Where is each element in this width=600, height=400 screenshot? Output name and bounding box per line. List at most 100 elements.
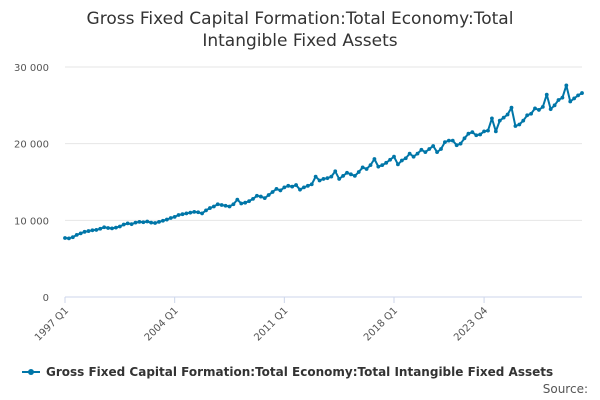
data-point bbox=[415, 151, 420, 156]
data-point bbox=[325, 176, 330, 181]
data-point bbox=[294, 183, 298, 187]
data-point bbox=[90, 228, 95, 233]
data-point bbox=[372, 157, 377, 161]
data-point bbox=[247, 199, 251, 204]
data-point bbox=[329, 174, 334, 179]
data-point bbox=[454, 143, 459, 148]
data-point bbox=[525, 113, 530, 118]
data-point bbox=[192, 210, 197, 214]
data-point bbox=[399, 158, 404, 163]
data-point bbox=[129, 222, 134, 227]
data-point bbox=[349, 172, 353, 177]
legend[interactable]: Gross Fixed Capital Formation:Total Econ… bbox=[22, 362, 553, 382]
data-point bbox=[384, 160, 389, 165]
data-point bbox=[458, 141, 463, 146]
data-point bbox=[427, 147, 432, 151]
data-point bbox=[544, 92, 549, 97]
data-point bbox=[345, 170, 349, 175]
data-point bbox=[278, 188, 283, 193]
data-point bbox=[251, 196, 255, 201]
data-point bbox=[333, 169, 338, 174]
data-point bbox=[407, 151, 412, 156]
data-point bbox=[305, 183, 310, 188]
data-point bbox=[568, 99, 573, 104]
data-point bbox=[388, 157, 392, 162]
source-label: Source: bbox=[542, 382, 588, 396]
data-point bbox=[219, 203, 224, 207]
data-point bbox=[317, 178, 322, 183]
data-point bbox=[356, 170, 361, 174]
data-point bbox=[255, 193, 259, 198]
data-point bbox=[215, 202, 220, 207]
data-point bbox=[211, 204, 216, 209]
data-point bbox=[341, 173, 345, 178]
data-point bbox=[533, 106, 537, 111]
data-point bbox=[462, 136, 467, 141]
data-point bbox=[302, 185, 306, 190]
data-point bbox=[67, 236, 71, 241]
chart-title-line-1: Gross Fixed Capital Formation:Total Econ… bbox=[86, 9, 514, 29]
data-point bbox=[435, 150, 439, 155]
data-point bbox=[282, 185, 287, 190]
data-point bbox=[552, 103, 557, 108]
data-point bbox=[243, 200, 248, 205]
data-point bbox=[133, 220, 138, 225]
data-point bbox=[564, 83, 569, 88]
data-point bbox=[474, 133, 479, 138]
data-point bbox=[290, 184, 295, 189]
x-tick-label: 2011 Q1 bbox=[252, 305, 290, 343]
data-point bbox=[86, 229, 91, 233]
data-point bbox=[556, 98, 561, 102]
data-point bbox=[98, 226, 103, 231]
data-point bbox=[114, 225, 118, 230]
data-point bbox=[258, 194, 263, 199]
data-point bbox=[208, 206, 212, 210]
data-point bbox=[153, 221, 157, 225]
x-tick-label: 2004 Q1 bbox=[143, 305, 181, 343]
data-point bbox=[572, 96, 577, 101]
data-point bbox=[419, 147, 424, 152]
data-point bbox=[431, 144, 436, 148]
data-point bbox=[204, 208, 208, 213]
data-point bbox=[262, 196, 267, 201]
data-point bbox=[235, 197, 240, 202]
data-point bbox=[176, 213, 181, 217]
data-point bbox=[286, 183, 291, 188]
data-point bbox=[180, 212, 185, 217]
data-point bbox=[70, 235, 75, 240]
y-tick-label: 0 bbox=[43, 293, 49, 304]
data-point bbox=[466, 131, 471, 136]
data-point bbox=[141, 220, 146, 225]
data-point bbox=[63, 236, 67, 240]
data-point bbox=[576, 93, 580, 98]
data-point bbox=[540, 104, 545, 109]
data-point bbox=[482, 129, 486, 134]
data-point bbox=[548, 107, 553, 112]
data-point bbox=[168, 216, 173, 220]
data-point bbox=[368, 163, 373, 168]
data-point bbox=[450, 138, 455, 143]
data-point bbox=[110, 226, 114, 231]
data-point bbox=[337, 177, 342, 181]
data-point bbox=[161, 218, 165, 223]
data-point bbox=[149, 220, 154, 225]
data-point bbox=[486, 128, 490, 133]
data-point bbox=[157, 219, 161, 224]
data-point bbox=[227, 204, 232, 209]
data-point bbox=[164, 217, 169, 222]
data-point bbox=[439, 147, 443, 151]
data-point bbox=[309, 182, 314, 187]
data-point bbox=[493, 129, 498, 134]
data-point bbox=[443, 140, 447, 145]
chart-title: Gross Fixed Capital Formation:Total Econ… bbox=[0, 8, 600, 52]
x-tick-label: 1997 Q1 bbox=[33, 305, 71, 343]
data-point bbox=[513, 124, 518, 128]
chart-title-line-2: Intangible Fixed Assets bbox=[202, 31, 398, 51]
data-point bbox=[396, 162, 400, 167]
data-point bbox=[266, 193, 271, 197]
data-point bbox=[188, 210, 193, 215]
data-point bbox=[117, 224, 122, 229]
data-point bbox=[364, 167, 369, 171]
data-point bbox=[78, 231, 83, 236]
